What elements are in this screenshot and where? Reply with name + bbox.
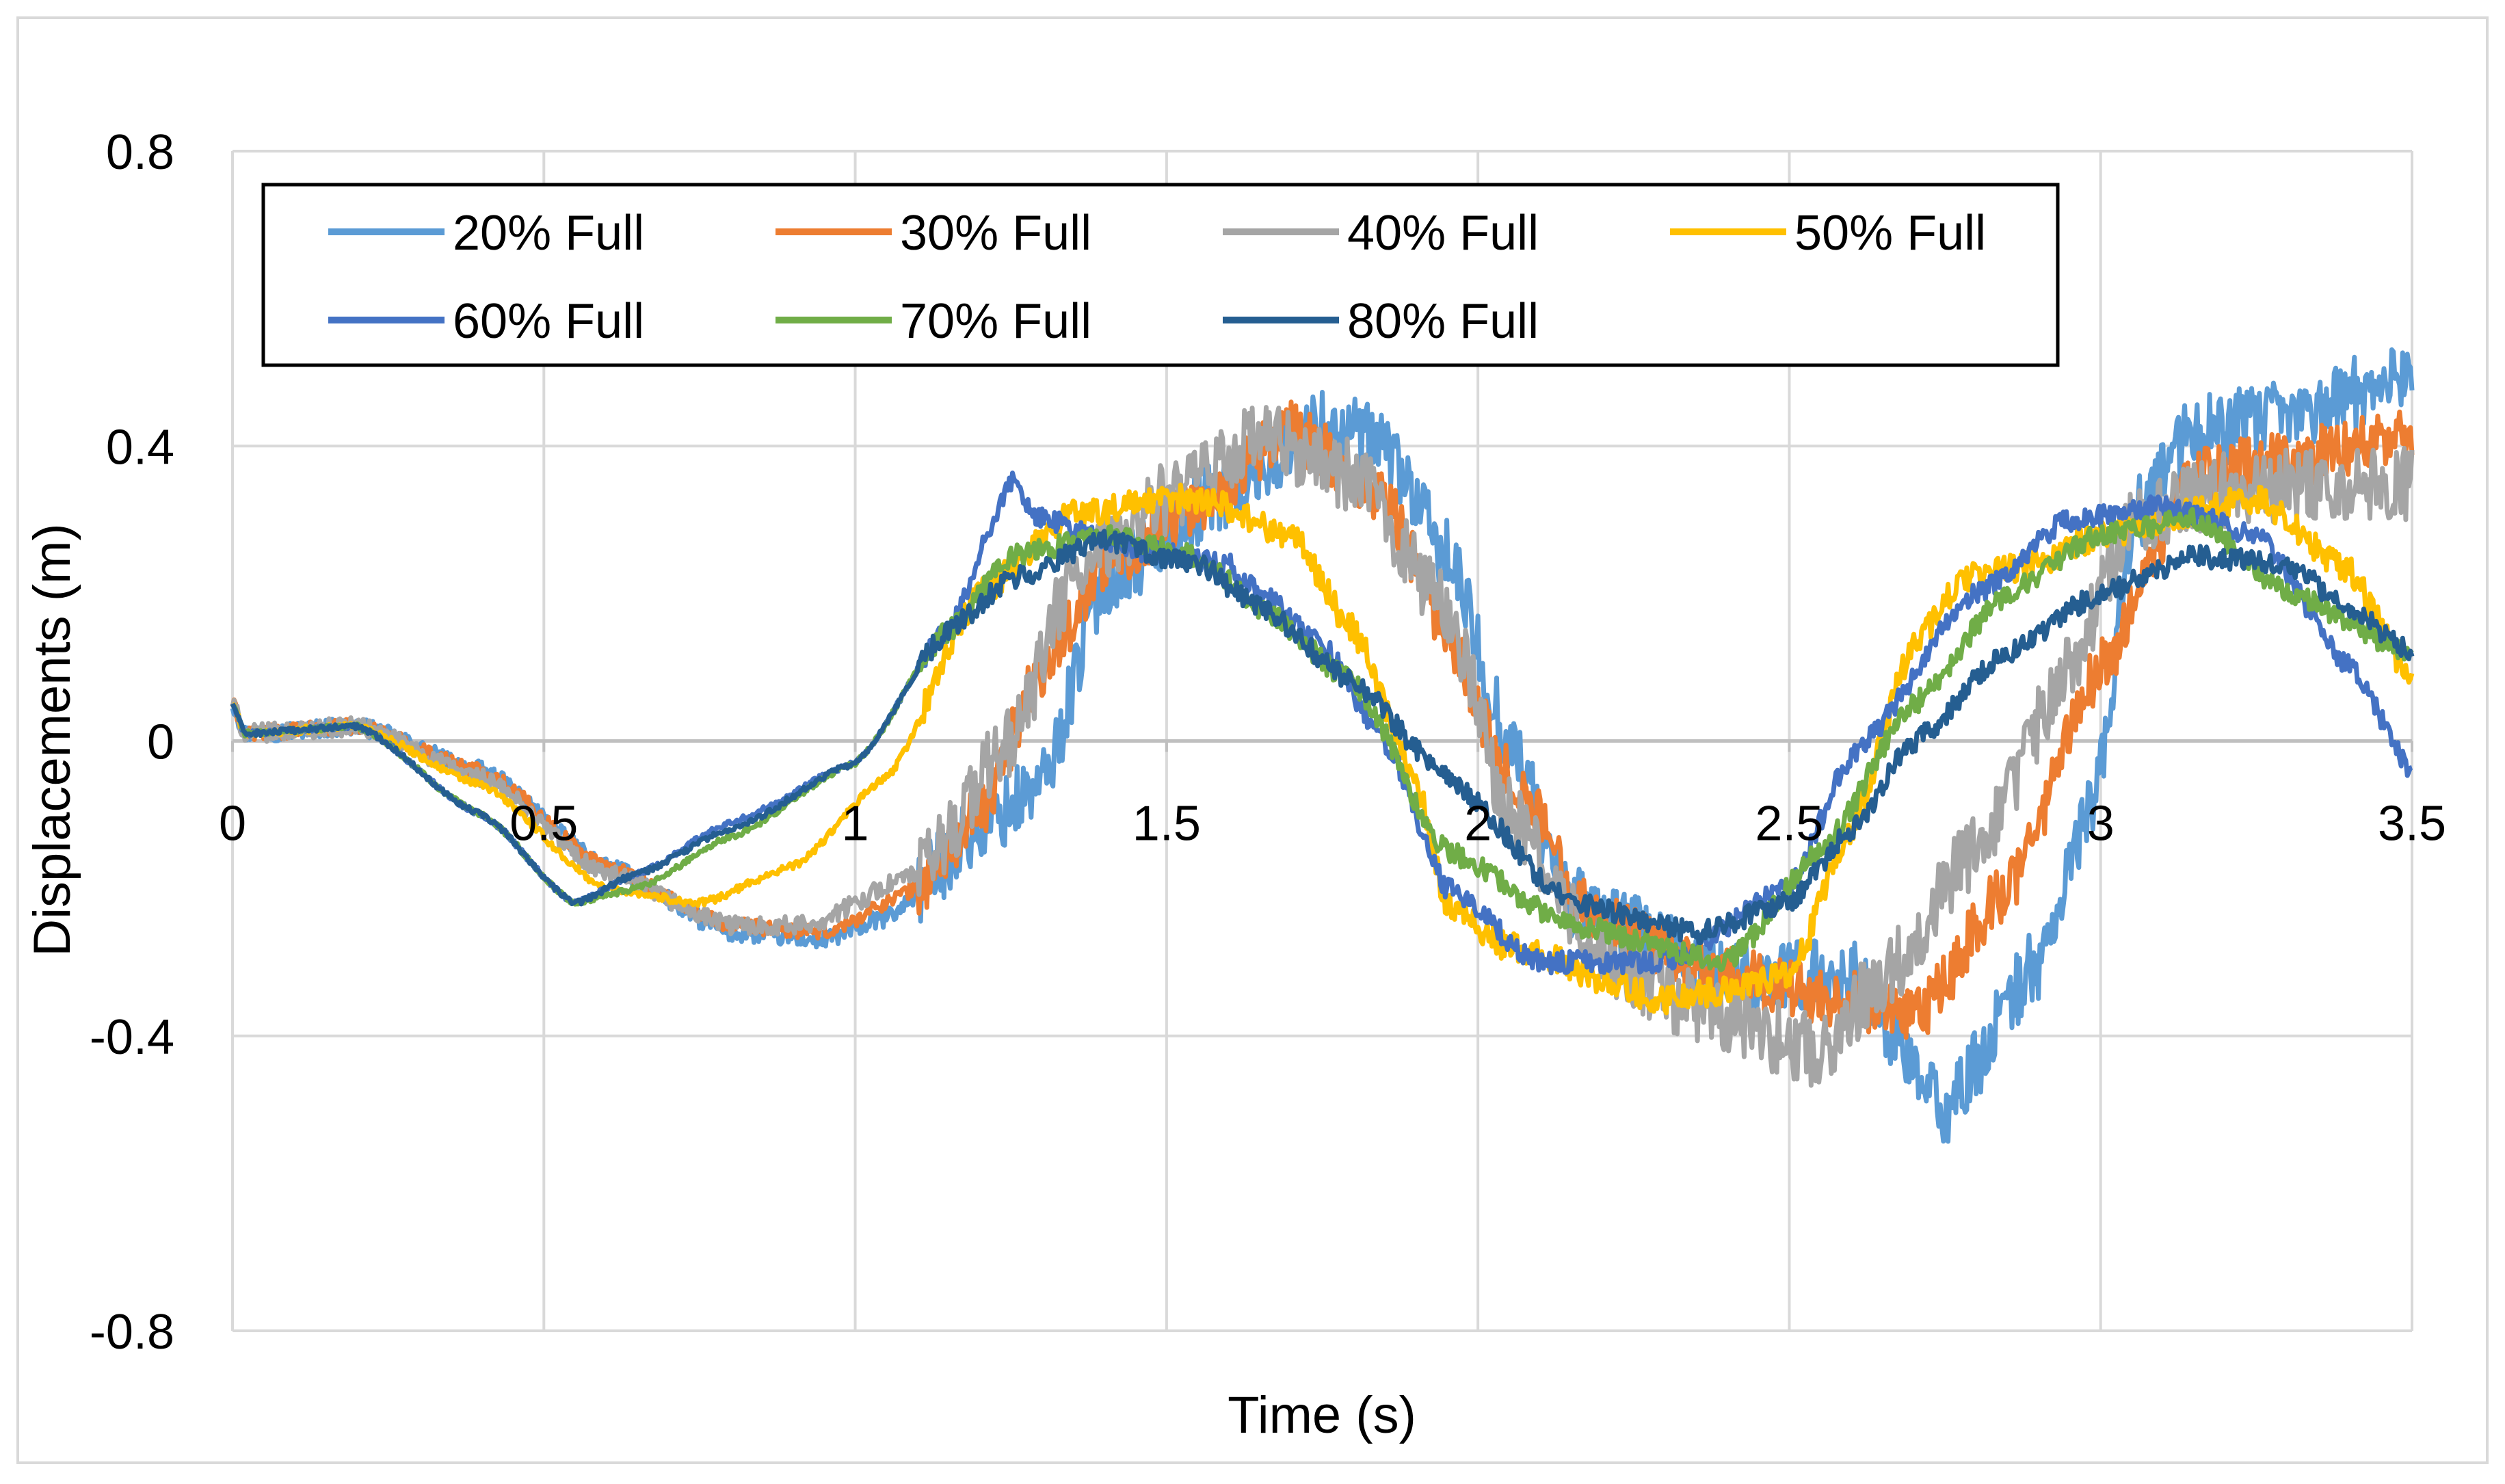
x-tick-label: 2 bbox=[1464, 797, 1492, 851]
series-line bbox=[230, 405, 2415, 1088]
axes bbox=[231, 151, 2413, 1331]
x-tick-label: 1 bbox=[842, 797, 869, 851]
y-tick-label: 0.4 bbox=[106, 420, 174, 475]
y-tick-label: 0.8 bbox=[106, 125, 174, 180]
x-tick-label: 0 bbox=[219, 797, 246, 851]
x-tick-label: 0.5 bbox=[509, 797, 578, 851]
legend-label: 70% Full bbox=[900, 294, 1091, 349]
x-tick-label: 2.5 bbox=[1755, 797, 1823, 851]
legend-label: 50% Full bbox=[1794, 206, 1986, 261]
series-line bbox=[230, 529, 2415, 945]
series-lines bbox=[230, 347, 2415, 1144]
x-tick-label: 1.5 bbox=[1132, 797, 1201, 851]
y-tick-label: -0.4 bbox=[90, 1010, 174, 1065]
legend: 20% Full 30% Full 40% Full 50% Full 60% Full… bbox=[261, 183, 2060, 367]
legend-label: 20% Full bbox=[453, 206, 644, 261]
y-tick-label: 0 bbox=[147, 715, 174, 770]
x-tick-label: 3.5 bbox=[2378, 797, 2446, 851]
x-tick-label: 3 bbox=[2087, 797, 2115, 851]
legend-label: 40% Full bbox=[1347, 206, 1539, 261]
legend-box bbox=[261, 183, 2060, 367]
tick-labels: -0.8 -0.4 0 0.4 0.8 0 0.5 1 1.5 2 2.5 3 3.5 bbox=[90, 125, 2446, 1360]
legend-label: 30% Full bbox=[900, 206, 1091, 261]
legend-label: 60% Full bbox=[453, 294, 644, 349]
legend-label: 80% Full bbox=[1347, 294, 1539, 349]
y-tick-label: -0.8 bbox=[90, 1305, 174, 1360]
y-axis-title: Displacements (m) bbox=[23, 523, 81, 956]
x-axis-title: Time (s) bbox=[1228, 1386, 1416, 1444]
